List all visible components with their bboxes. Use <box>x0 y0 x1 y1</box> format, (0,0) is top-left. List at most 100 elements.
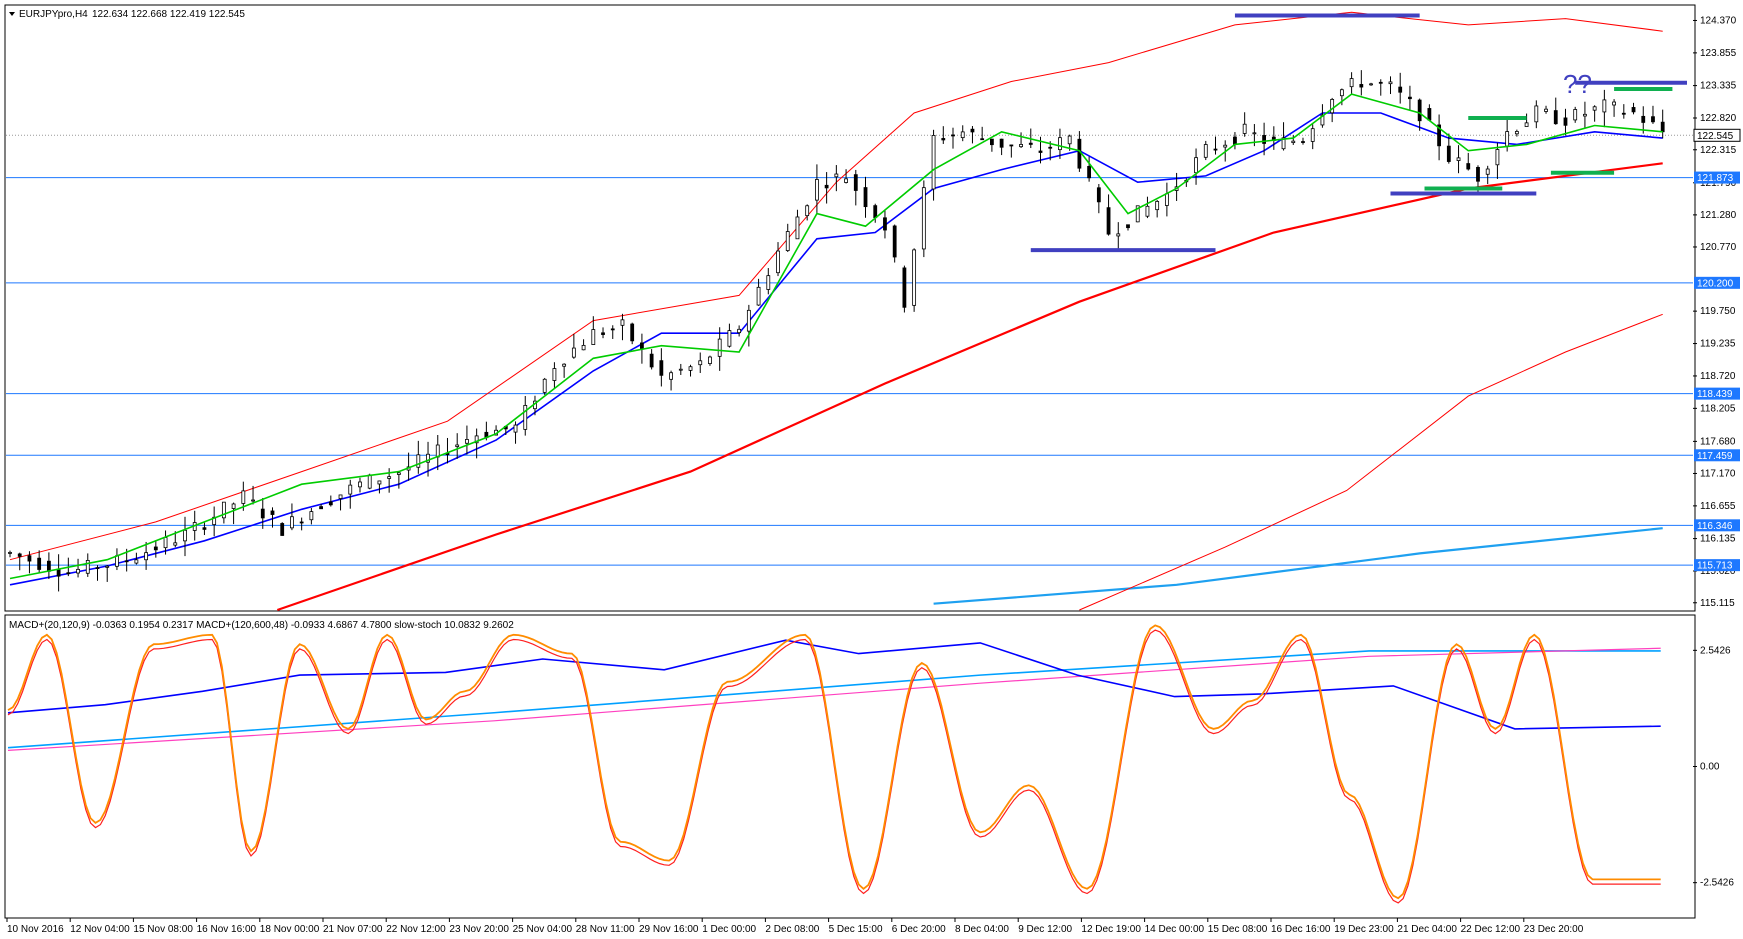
candle-body <box>921 187 926 250</box>
candle-body <box>717 338 722 357</box>
current-price-tag <box>1693 128 1741 142</box>
candle-body <box>795 216 800 240</box>
candle-body <box>824 184 829 189</box>
candle-body <box>396 472 401 475</box>
candle-body <box>1330 99 1335 114</box>
candle-body <box>1096 187 1101 203</box>
candle-body <box>1534 105 1539 123</box>
candle-body <box>1398 86 1403 93</box>
price-tick-label: 123.335 <box>1700 81 1737 92</box>
macd-slow-signal-line <box>7 647 1661 751</box>
candle-body <box>815 179 819 201</box>
candle-body <box>1028 142 1033 145</box>
candle-body <box>1194 157 1198 174</box>
level-price-tag <box>1694 519 1740 532</box>
level-price-tag <box>1694 449 1740 462</box>
candle-body <box>999 138 1004 148</box>
candle-body <box>766 275 771 290</box>
candle-body <box>105 565 110 568</box>
candle-body <box>1067 135 1072 145</box>
macd-slow-line <box>7 650 1661 749</box>
time-axis: 10 Nov 2016 12 Nov 04:00 15 Nov 08:00 16 No… <box>6 918 1584 935</box>
candle-body <box>1281 137 1286 150</box>
candle-body <box>1573 109 1578 121</box>
time-tick-label: 23 Dec 20:00 <box>1524 924 1584 935</box>
dropdown-triangle-icon[interactable] <box>9 12 15 16</box>
candle-body <box>153 546 158 551</box>
candle-body <box>474 435 479 444</box>
candle-body <box>1660 121 1665 133</box>
price-tick-label: 119.750 <box>1700 306 1736 317</box>
drawn-level-lines[interactable] <box>1030 13 1687 253</box>
candle-body <box>299 521 304 524</box>
candle-body <box>1505 131 1510 147</box>
candle-body <box>688 366 693 371</box>
candle-body <box>183 529 187 542</box>
candle-body <box>1252 132 1257 135</box>
time-tick-label: 16 Dec 16:00 <box>1271 924 1331 935</box>
candle-body <box>134 559 139 564</box>
price-tick-label: 117.680 <box>1700 436 1736 447</box>
candle-body <box>1631 107 1636 113</box>
time-tick-label: 6 Dec 20:00 <box>892 924 946 935</box>
stoch-main-line <box>7 624 1661 900</box>
candle-body <box>290 516 294 529</box>
candle-body <box>844 178 848 183</box>
candle-body <box>785 231 790 251</box>
candle-body <box>416 454 421 468</box>
candle-body <box>1446 145 1451 162</box>
candle-body <box>1339 89 1344 97</box>
oscillator-lines <box>7 624 1661 904</box>
candle-body <box>270 510 275 515</box>
price-pane-frame <box>4 4 1696 612</box>
time-tick-label: 15 Nov 08:00 <box>133 924 193 935</box>
candle-body <box>1408 96 1412 100</box>
candle-body <box>173 542 178 546</box>
time-tick-label: 18 Nov 00:00 <box>260 924 320 935</box>
indicator-pane-frame <box>4 614 1696 919</box>
candle-body <box>27 555 32 562</box>
candle-body <box>1621 112 1626 115</box>
time-tick-label: 28 Nov 11:00 <box>576 924 635 935</box>
envelope-upper-line <box>9 11 1663 561</box>
level-price-tag-label: 117.459 <box>1697 451 1733 462</box>
price-tick-label: 115.620 <box>1700 566 1736 577</box>
candle-body <box>1203 144 1208 158</box>
candle-body <box>892 225 897 258</box>
candle-body <box>989 138 994 146</box>
candle-body <box>1291 140 1296 144</box>
candle-body <box>221 501 226 519</box>
time-tick-label: 19 Dec 23:00 <box>1334 924 1394 935</box>
candle-body <box>338 494 343 499</box>
candle-body <box>1087 166 1092 179</box>
candle-body <box>1602 99 1607 113</box>
time-tick-label: 22 Dec 12:00 <box>1461 924 1521 935</box>
candle-body <box>1009 144 1014 147</box>
candle-body <box>931 135 936 190</box>
time-tick-label: 16 Nov 16:00 <box>197 924 257 935</box>
candle-body <box>144 552 149 561</box>
price-tick-label: 122.315 <box>1700 145 1737 156</box>
time-tick-label: 21 Nov 07:00 <box>323 924 383 935</box>
candle-body <box>669 372 673 380</box>
candle-body <box>241 490 246 504</box>
osc-tick-label: 0.00 <box>1700 762 1720 773</box>
candle-body <box>115 555 119 567</box>
candle-body <box>1359 84 1364 88</box>
price-tick-label: 115.115 <box>1700 598 1735 609</box>
candle-body <box>1058 137 1062 151</box>
price-tick-label: 121.280 <box>1700 210 1737 221</box>
time-tick-label: 12 Dec 19:00 <box>1081 924 1141 935</box>
candle-body <box>980 138 985 141</box>
horizontal-levels[interactable]: 121.873 120.200 118.439 117.459 116.346 115.7… <box>6 128 1741 572</box>
candle-body <box>37 557 42 570</box>
time-tick-label: 15 Dec 08:00 <box>1208 924 1268 935</box>
price-axis: 124.370123.855123.335122.820122.315121.7… <box>1693 15 1737 609</box>
candle-body <box>737 328 742 334</box>
osc-tick-label: -2.5426 <box>1700 878 1734 889</box>
candle-body <box>571 347 576 358</box>
level-price-tag <box>1694 559 1740 572</box>
macd-fast-line <box>7 639 1661 730</box>
candle-body <box>620 319 625 326</box>
